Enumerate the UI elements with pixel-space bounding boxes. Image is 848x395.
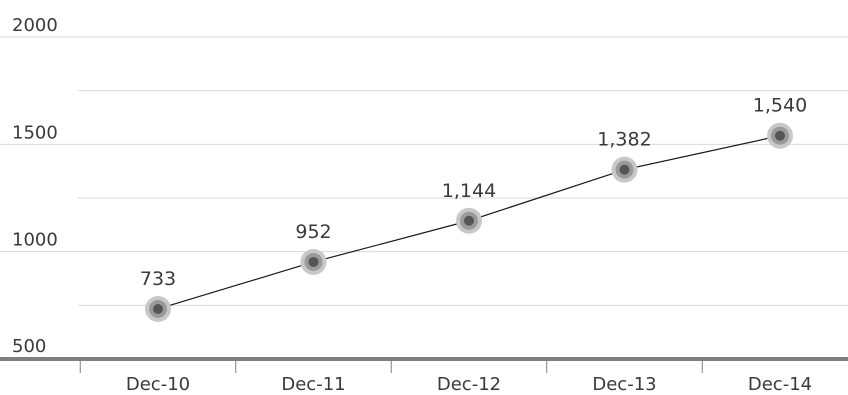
data-point-core	[153, 303, 163, 314]
data-point-core	[775, 130, 785, 141]
x-tick-label: Dec-11	[281, 374, 345, 395]
data-point	[456, 207, 482, 234]
x-tick-label: Dec-12	[437, 374, 501, 395]
y-tick-label: 2000	[12, 15, 58, 36]
data-point	[300, 248, 327, 275]
y-tick-label: 1000	[12, 230, 58, 251]
data-labels: 733 952 1,144 1,382 1,540	[140, 95, 807, 290]
y-axis-tick-labels: 1000 1500 2000 500	[12, 15, 58, 357]
data-point-core	[464, 215, 474, 226]
data-label: 1,382	[597, 129, 651, 151]
x-tick-label: Dec-10	[126, 374, 190, 395]
x-axis-tick-labels: Dec-10 Dec-11 Dec-12 Dec-13 Dec-14	[126, 374, 812, 395]
y-tick-label: 500	[12, 336, 46, 357]
data-point	[611, 156, 638, 183]
x-axis	[0, 357, 848, 373]
data-point-core	[619, 164, 630, 175]
data-label: 733	[140, 268, 176, 290]
data-label: 1,144	[442, 180, 496, 202]
data-point	[145, 295, 171, 322]
data-point-core	[308, 256, 319, 267]
y-tick-label: 1500	[12, 122, 58, 143]
gridlines	[0, 36, 848, 306]
data-label: 1,540	[753, 95, 807, 117]
data-label: 952	[295, 221, 331, 243]
data-points	[145, 122, 793, 322]
x-tick-label: Dec-14	[748, 374, 812, 395]
x-tick-label: Dec-13	[592, 374, 656, 395]
data-point	[767, 122, 793, 149]
